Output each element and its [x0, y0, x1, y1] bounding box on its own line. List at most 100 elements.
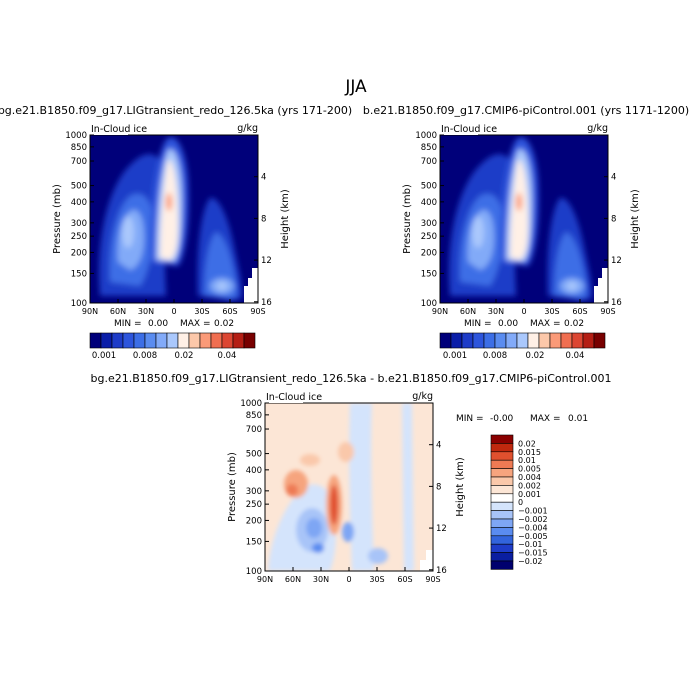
- y2-tick-label: 16: [261, 298, 272, 308]
- colorbar-label: 0: [518, 498, 523, 507]
- panel-c-colorbar-labels: 0.020.0150.010.0050.0040.0020.0010−0.001…: [518, 439, 548, 566]
- colorbar-swatch: [122, 332, 135, 349]
- y-tick-label: 200: [421, 248, 437, 258]
- colorbar-swatch: [490, 485, 514, 495]
- colorbar-label: 0.005: [518, 465, 541, 474]
- colorbar-label: −0.01: [518, 540, 543, 549]
- x-tick-label: 90N: [257, 575, 273, 584]
- x-tick-label: 60N: [460, 307, 476, 316]
- colorbar-swatch: [490, 501, 514, 511]
- colorbar-swatch: [490, 552, 514, 562]
- x-tick-label: 30N: [488, 307, 504, 316]
- colorbar-swatch: [516, 332, 529, 349]
- panel-c-max-label: MAX =: [530, 414, 561, 424]
- colorbar-swatch: [450, 332, 463, 349]
- colorbar-swatch: [166, 332, 179, 349]
- y2-tick-label: 12: [261, 256, 272, 266]
- y-tick-label: 250: [71, 232, 87, 242]
- y-tick-label: 100: [71, 299, 87, 309]
- colorbar-swatch: [582, 332, 595, 349]
- x-tick-label: 0: [521, 307, 526, 316]
- x-tick-label: 90S: [600, 307, 615, 316]
- colorbar-swatch: [133, 332, 146, 349]
- panel-c-ylabel-right: Height (km): [455, 457, 466, 517]
- panel-b-max-value: 0.02: [564, 319, 584, 329]
- x-tick-label: 60S: [397, 575, 412, 584]
- y-tick-label: 150: [246, 537, 262, 547]
- y2-tick-label: 4: [261, 173, 266, 183]
- y-tick-label: 700: [71, 157, 87, 167]
- panel-b: b.e21.B1850.f09_g17.CMIP6-piControl.001 …: [363, 104, 689, 361]
- y-tick-label: 100: [246, 567, 262, 577]
- y-tick-label: 400: [246, 466, 262, 476]
- panel-a-variable: In-Cloud ice: [91, 124, 147, 135]
- colorbar-swatch: [210, 332, 223, 349]
- x-tick-label: 30S: [369, 575, 384, 584]
- panel-a: bg.e21.B1850.f09_g17.LIGtransient_redo_1…: [0, 104, 352, 361]
- colorbar-swatch: [100, 332, 113, 349]
- y-tick-label: 850: [421, 143, 437, 153]
- panel-b-title: b.e21.B1850.f09_g17.CMIP6-piControl.001 …: [363, 104, 689, 117]
- y2-tick-label: 16: [611, 298, 622, 308]
- colorbar-label: −0.015: [518, 549, 548, 558]
- panel-a-units: g/kg: [237, 123, 258, 134]
- colorbar-swatch: [490, 510, 514, 520]
- panel-a-ylabel: Pressure (mb): [52, 184, 63, 254]
- x-tick-label: 60N: [285, 575, 301, 584]
- panel-a-y-ticks: 100 150 200 250 300 400 500 700 850 1000: [65, 131, 94, 309]
- panel-c-variable: In-Cloud ice: [266, 392, 322, 403]
- y-tick-label: 700: [421, 157, 437, 167]
- colorbar-swatch: [461, 332, 474, 349]
- panel-a-title: bg.e21.B1850.f09_g17.LIGtransient_redo_1…: [0, 104, 352, 117]
- colorbar-label: 0.02: [518, 439, 536, 448]
- colorbar-label: −0.005: [518, 532, 548, 541]
- colorbar-swatch: [560, 332, 573, 349]
- panel-a-colorbar: [89, 332, 256, 349]
- panel-a-cb-label-0: 0.001: [92, 351, 116, 361]
- panel-c-field: [265, 403, 433, 571]
- panel-c-colorbar: [490, 434, 514, 570]
- colorbar-label: 0.01: [518, 456, 536, 465]
- panel-c-units: g/kg: [412, 391, 433, 402]
- panel-c-min-value: -0.00: [490, 414, 514, 424]
- colorbar-label: 0.001: [518, 490, 541, 499]
- panel-b-cb-label-3: 0.04: [566, 351, 585, 361]
- y-tick-label: 700: [246, 425, 262, 435]
- y-tick-label: 500: [246, 450, 262, 460]
- colorbar-label: −0.002: [518, 515, 548, 524]
- colorbar-swatch: [490, 451, 514, 461]
- y2-tick-label: 4: [611, 173, 616, 183]
- panel-a-min-value: 0.00: [148, 319, 168, 329]
- y-tick-label: 1000: [65, 131, 87, 141]
- y-tick-label: 850: [246, 411, 262, 421]
- panel-c-min-label: MIN =: [456, 414, 484, 424]
- y-tick-label: 300: [421, 219, 437, 229]
- colorbar-swatch: [538, 332, 551, 349]
- colorbar-swatch: [549, 332, 562, 349]
- y-tick-label: 150: [421, 269, 437, 279]
- colorbar-swatch: [439, 332, 452, 349]
- panel-b-ylabel: Pressure (mb): [402, 184, 413, 254]
- colorbar-label: −0.004: [518, 523, 548, 532]
- x-tick-label: 0: [346, 575, 351, 584]
- x-tick-label: 90S: [250, 307, 265, 316]
- colorbar-swatch: [490, 535, 514, 545]
- colorbar-swatch: [571, 332, 584, 349]
- x-tick-label: 30N: [313, 575, 329, 584]
- colorbar-swatch: [490, 434, 514, 444]
- panel-c-ylabel: Pressure (mb): [227, 452, 238, 522]
- panel-b-variable: In-Cloud ice: [441, 124, 497, 135]
- panel-b-colorbar: [439, 332, 606, 349]
- colorbar-swatch: [243, 332, 256, 349]
- panel-b-cb-label-0: 0.001: [443, 351, 467, 361]
- panel-b-field: [440, 135, 608, 303]
- x-tick-label: 90S: [425, 575, 440, 584]
- x-tick-label: 90N: [432, 307, 448, 316]
- colorbar-swatch: [505, 332, 518, 349]
- colorbar-swatch: [490, 468, 514, 478]
- y2-tick-label: 12: [611, 256, 622, 266]
- y2-tick-label: 4: [436, 441, 441, 451]
- panel-b-cb-label-1: 0.008: [483, 351, 507, 361]
- colorbar-swatch: [188, 332, 201, 349]
